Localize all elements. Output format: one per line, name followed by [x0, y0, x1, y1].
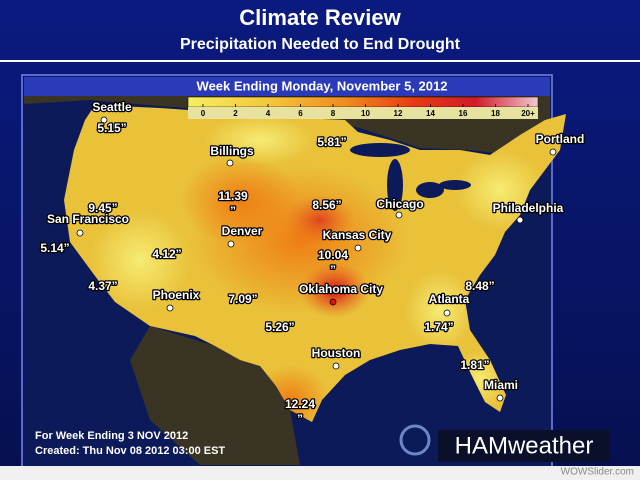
city-label: Kansas City — [323, 228, 392, 242]
title: Climate Review — [239, 5, 401, 30]
city-label: Houston — [312, 346, 361, 360]
city-label: Billings — [210, 144, 254, 158]
colorbar-tick-label: 0 — [201, 109, 206, 118]
footer-line: Created: Thu Nov 08 2012 03:00 EST — [35, 445, 225, 457]
divider — [0, 60, 640, 62]
city-dot — [496, 394, 504, 402]
precip-amount: 7.09” — [228, 292, 257, 306]
city-label: Seattle — [92, 100, 132, 114]
city-label: Phoenix — [153, 288, 200, 302]
watermark-strip — [0, 466, 640, 480]
city-dot — [166, 304, 174, 312]
footer-line: For Week Ending 3 NOV 2012 — [35, 430, 188, 442]
colorbar-tick-label: 12 — [394, 109, 403, 118]
logo-icon — [399, 424, 431, 456]
precip-amount: 5.26” — [265, 320, 294, 334]
colorbar-tick-label: 14 — [426, 109, 435, 118]
city-dot — [226, 159, 234, 167]
city-label: Miami — [484, 378, 518, 392]
precip-amount: 5.14” — [40, 241, 69, 255]
city-dot — [329, 298, 337, 306]
city-dot — [443, 309, 451, 317]
map-panel: Week Ending Monday, November 5, 2012 — [21, 74, 566, 468]
precip-amount: 9.45” — [88, 201, 117, 215]
colorbar-label-strip — [188, 107, 538, 119]
city-dot — [354, 244, 362, 252]
colorbar-tick-label: 8 — [331, 109, 336, 118]
city-dot — [100, 116, 108, 124]
colorbar-tick-label: 2 — [233, 109, 238, 118]
colorbar-tick-label: 6 — [298, 109, 303, 118]
logo: HAMweather — [455, 432, 594, 459]
colorbar-tick-label: 10 — [361, 109, 370, 118]
precip-amount: 8.56” — [312, 198, 341, 212]
city-label: Chicago — [376, 197, 423, 211]
city-label: Denver — [222, 224, 263, 238]
city-dot — [516, 216, 524, 224]
logo-box — [438, 430, 610, 462]
colorbar-tick-label: 20+ — [521, 109, 535, 118]
precip-amount: 11.39” — [218, 189, 248, 218]
precip-amount: 1.81” — [460, 358, 489, 372]
precip-amount: 8.48” — [465, 279, 494, 293]
city-label: Oklahoma City — [299, 282, 383, 296]
city-label: Portland — [536, 132, 585, 146]
city-dot — [76, 229, 84, 237]
precip-amount: 4.12” — [152, 247, 181, 261]
precip-amount: 5.15” — [97, 121, 126, 135]
city-dot — [549, 148, 557, 156]
city-label: San Francisco — [47, 212, 129, 226]
precip-amount: 5.81” — [317, 135, 346, 149]
colorbar-tick-label: 4 — [266, 109, 271, 118]
colorbar-tick-label: 18 — [491, 109, 500, 118]
colorbar — [187, 96, 539, 108]
subtitle: Precipitation Needed to End Drought — [180, 36, 461, 53]
precip-amount: 10.04” — [318, 248, 348, 277]
city-dot — [395, 211, 403, 219]
precip-amount: 4.37” — [88, 279, 117, 293]
city-label: Atlanta — [429, 292, 470, 306]
watermark: WOWSlider.com — [561, 467, 634, 478]
period-label: Week Ending Monday, November 5, 2012 — [197, 78, 448, 93]
city-label: Philadelphia — [493, 201, 564, 215]
precip-amount: 12.24” — [285, 397, 315, 426]
colorbar-tick-label: 16 — [459, 109, 468, 118]
precip-amount: 1.74” — [424, 320, 453, 334]
city-dot — [227, 240, 235, 248]
city-dot — [332, 362, 340, 370]
